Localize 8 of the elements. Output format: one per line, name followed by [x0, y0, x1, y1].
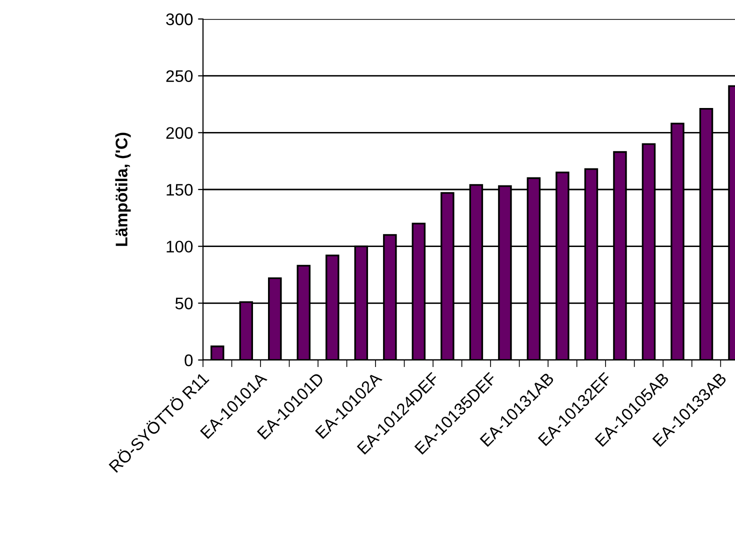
y-tick-label: 300 [166, 13, 193, 26]
y-tick-label: 0 [184, 354, 193, 366]
y-axis-title: Lämpötila, ('C) [115, 132, 131, 246]
y-tick-label: 100 [166, 240, 193, 253]
y-tick-label: 50 [175, 298, 193, 310]
y-tick-label: 200 [166, 127, 193, 139]
y-tick-label: 150 [166, 184, 193, 196]
y-tick-label: 250 [166, 70, 193, 82]
